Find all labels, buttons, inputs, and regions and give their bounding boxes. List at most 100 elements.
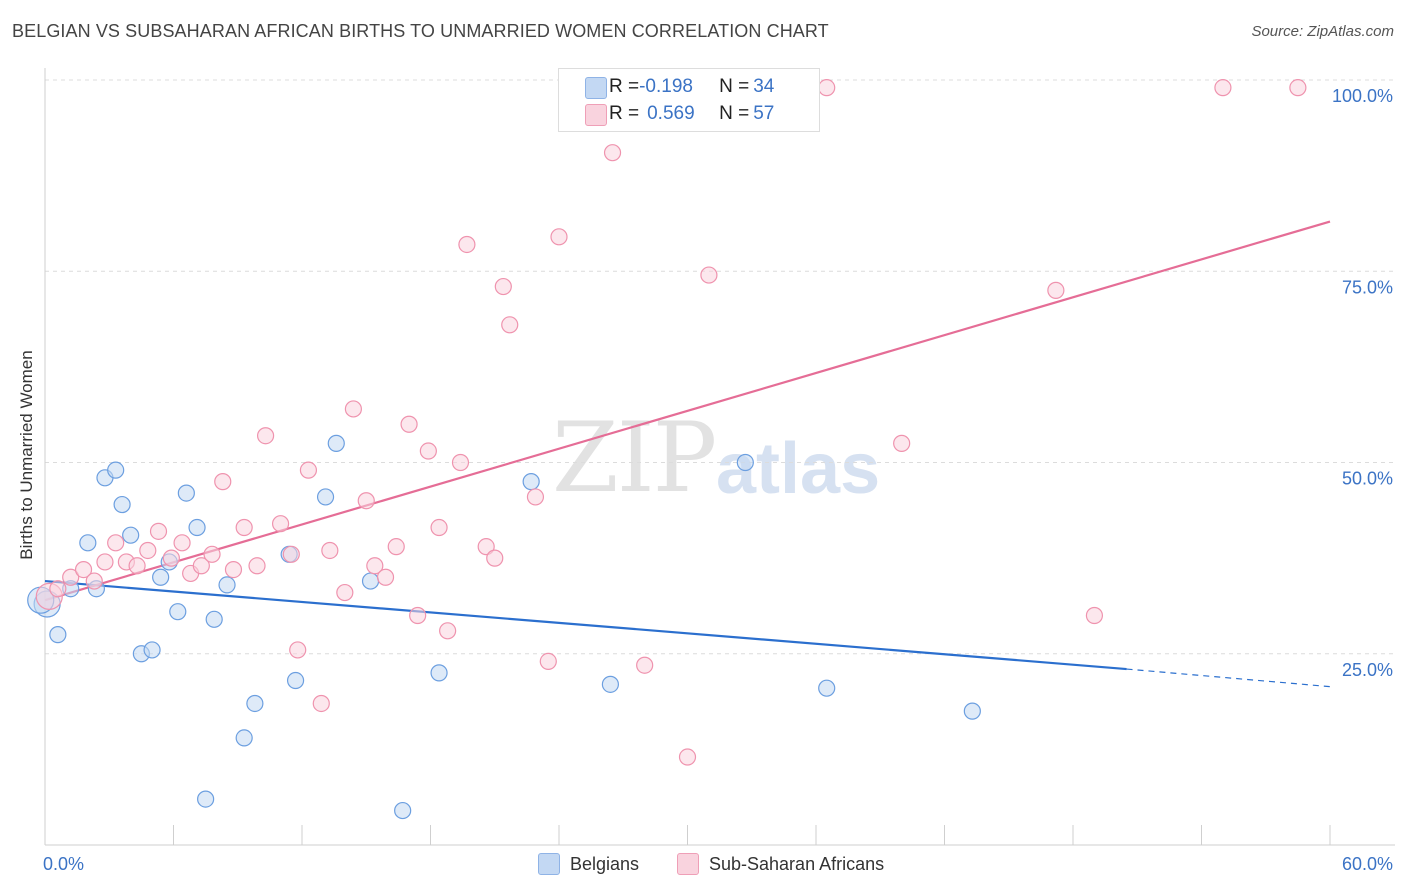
stats-legend: R = -0.198 N = 34 R = 0.569 N = 57	[558, 68, 820, 132]
source-label: Source: ZipAtlas.com	[1251, 23, 1394, 40]
point-belgians	[152, 568, 170, 586]
point-subsaharan	[271, 515, 290, 533]
point-subsaharan	[893, 434, 911, 452]
point-belgians	[169, 603, 187, 621]
point-subsaharan	[1289, 79, 1307, 97]
point-belgians	[963, 702, 981, 720]
point-subsaharan	[203, 545, 221, 563]
point-subsaharan	[501, 316, 519, 334]
chart-title: BELGIAN VS SUBSAHARAN AFRICAN BIRTHS TO …	[12, 21, 829, 41]
point-belgians	[394, 801, 412, 820]
gridlines	[45, 79, 1395, 655]
point-subsaharan	[85, 572, 103, 590]
point-subsaharan	[539, 652, 557, 671]
point-subsaharan	[107, 534, 125, 552]
bottom-legend-subsaharan: Sub-Saharan Africans	[677, 852, 884, 876]
point-belgians	[430, 664, 448, 682]
y-tick-label: 100.0%	[1332, 86, 1393, 106]
point-belgians	[736, 453, 754, 472]
bottom-legend-label-subsaharan: Sub-Saharan Africans	[709, 853, 885, 874]
point-subsaharan	[636, 656, 654, 674]
point-subsaharan	[312, 694, 330, 713]
point-belgians	[143, 641, 161, 659]
y-tick-label: 25.0%	[1342, 660, 1393, 680]
bottom-legend-label-belgians: Belgians	[570, 853, 640, 874]
point-subsaharan	[336, 583, 354, 602]
point-belgians	[246, 694, 264, 713]
legend-swatch-subsaharan	[585, 104, 607, 126]
legend-r-label: R =	[609, 76, 640, 97]
data-points	[27, 79, 1307, 820]
point-subsaharan	[1214, 79, 1232, 97]
point-subsaharan	[366, 557, 384, 575]
point-subsaharan	[1085, 606, 1104, 625]
point-subsaharan	[149, 522, 168, 540]
point-subsaharan	[192, 557, 210, 575]
point-subsaharan	[818, 79, 836, 97]
point-subsaharan	[289, 641, 307, 659]
point-subsaharan	[248, 557, 266, 575]
point-subsaharan	[299, 461, 318, 479]
point-subsaharan	[451, 453, 470, 472]
point-belgians	[316, 488, 335, 506]
point-subsaharan	[526, 488, 545, 506]
point-subsaharan	[486, 549, 504, 567]
point-belgians	[601, 675, 620, 693]
watermark-zip: ZIP	[552, 402, 717, 514]
bottom-legend-belgians: Belgians	[538, 852, 639, 876]
legend-n-label: N =	[719, 76, 750, 97]
trend-lines	[44, 220, 1331, 688]
point-subsaharan	[139, 541, 157, 560]
y-tick-label: 75.0%	[1342, 277, 1393, 297]
point-subsaharan	[224, 560, 243, 579]
point-subsaharan	[96, 553, 114, 571]
point-subsaharan	[387, 538, 405, 556]
tick-labels: 25.0% 50.0% 75.0% 100.0% 0.0% 60.0%	[43, 86, 1393, 874]
point-belgians	[235, 729, 253, 747]
point-belgians	[177, 484, 195, 502]
point-subsaharan	[550, 228, 568, 246]
point-subsaharan	[256, 427, 275, 445]
point-subsaharan	[419, 442, 437, 460]
point-subsaharan	[49, 580, 67, 598]
point-subsaharan	[357, 492, 375, 510]
point-belgians	[818, 679, 836, 697]
point-subsaharan	[678, 748, 697, 766]
legend-n-label: N =	[719, 103, 750, 124]
legend-n-value: 34	[753, 76, 775, 97]
point-belgians	[522, 473, 540, 491]
legend-row-subsaharan: R = 0.569 N = 57	[585, 102, 775, 126]
point-subsaharan	[400, 415, 418, 433]
x-tick-label: 60.0%	[1342, 854, 1393, 874]
point-subsaharan	[603, 144, 622, 162]
x-tick-label: 0.0%	[43, 854, 84, 874]
point-subsaharan	[162, 549, 180, 567]
point-belgians	[188, 518, 206, 537]
bottom-legend-swatch-belgians	[538, 853, 560, 875]
bottom-legend-swatch-subsaharan	[677, 853, 699, 875]
legend-swatch-belgians	[585, 77, 607, 99]
point-belgians	[218, 576, 236, 594]
trend-line-belgians	[44, 579, 1127, 671]
point-subsaharan	[477, 538, 495, 556]
point-belgians	[361, 572, 380, 590]
point-subsaharan	[128, 557, 146, 575]
point-belgians	[197, 790, 215, 808]
point-subsaharan	[376, 568, 395, 586]
point-subsaharan	[409, 606, 427, 625]
point-belgians	[286, 671, 305, 690]
legend-row-belgians: R = -0.198 N = 34	[585, 75, 775, 99]
point-subsaharan	[282, 545, 300, 563]
point-subsaharan	[62, 568, 80, 586]
point-subsaharan	[700, 266, 718, 284]
point-subsaharan	[344, 400, 362, 418]
point-belgians	[205, 610, 223, 628]
trend-line-subsaharan	[44, 220, 1331, 602]
legend-n-value: 57	[753, 103, 775, 124]
point-subsaharan	[235, 518, 253, 537]
point-belgians	[79, 534, 97, 552]
point-belgians	[107, 461, 125, 479]
legend-r-label: R =	[609, 103, 640, 124]
legend-r-value: 0.569	[647, 103, 695, 124]
